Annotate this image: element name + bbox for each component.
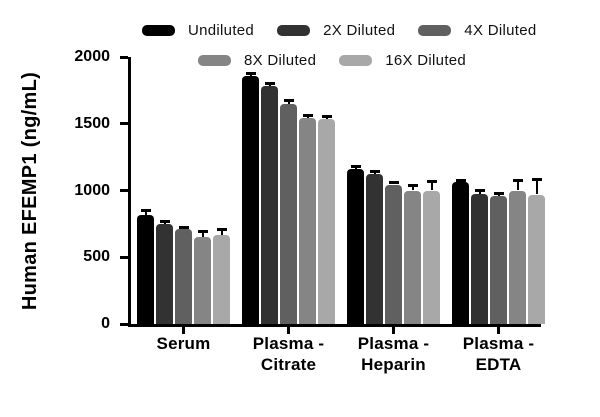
legend-row-2: 8X Diluted 16X Diluted <box>198 47 537 73</box>
y-tick-1000 <box>120 189 128 192</box>
legend-item-4x-diluted: 4X Diluted <box>418 22 536 39</box>
category-label-line: EDTA <box>475 355 522 374</box>
category-label-line: Plasma - <box>252 334 325 353</box>
legend-item-2x-diluted: 2X Diluted <box>277 22 395 39</box>
legend-label: Undiluted <box>188 21 255 39</box>
error-bar-cap <box>140 209 151 213</box>
error-bar-cap <box>197 230 208 234</box>
legend-item-undiluted: Undiluted <box>142 22 254 39</box>
bar-undiluted-plasma-edta <box>452 181 469 324</box>
error-bar-stem <box>268 83 271 87</box>
error-bar-cap <box>369 169 380 173</box>
error-bar-cap <box>350 164 361 168</box>
error-bar-stem <box>535 179 538 195</box>
bar-4x-diluted-plasma-citrate <box>280 103 297 324</box>
legend-label: 16X Diluted <box>385 51 467 69</box>
legend-swatch-16x-diluted <box>339 54 373 66</box>
bar-undiluted-plasma-citrate <box>242 75 259 324</box>
error-bar-cap <box>493 192 504 196</box>
bar-2x-diluted-serum <box>156 223 173 324</box>
legend-swatch-4x-diluted <box>418 24 452 36</box>
x-tick-serum <box>182 327 185 334</box>
bar-4x-diluted-plasma-edta <box>490 195 507 324</box>
error-bar-cap <box>426 179 437 183</box>
legend-row-1: Undiluted 2X Diluted 4X Diluted <box>142 17 537 43</box>
legend-item-16x-diluted: 16X Diluted <box>339 52 466 69</box>
error-bar-stem <box>516 180 519 191</box>
error-bar-cap <box>407 183 418 187</box>
bar-4x-diluted-serum <box>175 229 192 324</box>
error-bar-cap <box>388 180 399 184</box>
error-bar-stem <box>220 229 223 235</box>
bar-8x-diluted-serum <box>194 236 211 324</box>
bar-4x-diluted-plasma-heparin <box>385 184 402 324</box>
bar-undiluted-serum <box>137 214 154 324</box>
error-bar-stem <box>478 190 481 194</box>
bar-2x-diluted-plasma-heparin <box>366 173 383 324</box>
error-bar-cap <box>159 219 170 223</box>
category-label-line: Citrate <box>260 355 317 374</box>
error-bar-cap <box>531 178 542 182</box>
error-bar-stem <box>430 181 433 191</box>
error-bar-cap <box>455 178 466 182</box>
y-tick-label-1500: 1500 <box>74 114 110 132</box>
error-bar-cap <box>474 189 485 192</box>
error-bar-cap <box>283 98 294 102</box>
category-label-line: Plasma - <box>462 334 535 353</box>
error-bar-stem <box>201 231 204 237</box>
legend-swatch-undiluted <box>142 24 175 36</box>
category-label-serum: Serum <box>129 333 239 354</box>
bar-2x-diluted-plasma-edta <box>471 193 488 324</box>
legend-label: 8X Diluted <box>244 51 317 69</box>
category-label-line: Heparin <box>361 355 426 374</box>
category-label-line: Serum <box>156 334 211 353</box>
y-tick-label-2000: 2000 <box>74 48 110 65</box>
error-bar-cap <box>216 227 227 231</box>
bar-8x-diluted-plasma-citrate <box>299 118 316 324</box>
bar-16x-diluted-plasma-heparin <box>423 190 440 324</box>
bar-16x-diluted-plasma-citrate <box>318 119 335 324</box>
error-bar-cap <box>178 225 189 229</box>
y-tick-label-1000: 1000 <box>74 181 110 199</box>
x-tick-plasma-edta <box>497 327 500 334</box>
x-tick-plasma-citrate <box>287 327 290 334</box>
legend-label: 4X Diluted <box>464 21 537 39</box>
y-tick-0 <box>120 322 128 326</box>
bar-8x-diluted-plasma-heparin <box>404 190 421 324</box>
legend-swatch-2x-diluted <box>277 24 311 36</box>
y-tick-1500 <box>120 122 128 126</box>
category-label-plasma-edta: Plasma - EDTA <box>444 333 554 375</box>
error-bar-stem <box>144 210 147 215</box>
error-bar-stem <box>411 185 414 191</box>
bar-undiluted-plasma-heparin <box>347 169 364 324</box>
legend-item-8x-diluted: 8X Diluted <box>198 52 316 69</box>
error-bar-cap <box>512 178 523 182</box>
legend: Undiluted 2X Diluted 4X Diluted 8X Diluted 1… <box>142 17 537 73</box>
y-tick-label-0: 0 <box>101 315 110 332</box>
category-label-plasma-citrate: Plasma - Citrate <box>234 333 344 375</box>
bar-8x-diluted-plasma-edta <box>509 190 526 324</box>
error-bar-cap <box>245 72 256 76</box>
error-bar-cap <box>302 114 313 118</box>
bar-16x-diluted-serum <box>213 234 230 324</box>
y-tick-2000 <box>120 55 128 59</box>
legend-label: 2X Diluted <box>323 21 396 39</box>
category-label-line: Plasma - <box>357 334 430 353</box>
bar-2x-diluted-plasma-citrate <box>261 86 278 324</box>
bar-16x-diluted-plasma-edta <box>528 194 545 324</box>
plot-area <box>128 57 545 327</box>
error-bar-stem <box>287 100 290 104</box>
category-label-plasma-heparin: Plasma - Heparin <box>339 333 449 375</box>
error-bar-cap <box>321 114 332 118</box>
y-tick-label-500: 500 <box>83 248 110 266</box>
x-tick-plasma-heparin <box>392 327 395 334</box>
legend-swatch-8x-diluted <box>198 54 231 66</box>
y-tick-500 <box>120 255 128 259</box>
error-bar-cap <box>264 81 275 85</box>
